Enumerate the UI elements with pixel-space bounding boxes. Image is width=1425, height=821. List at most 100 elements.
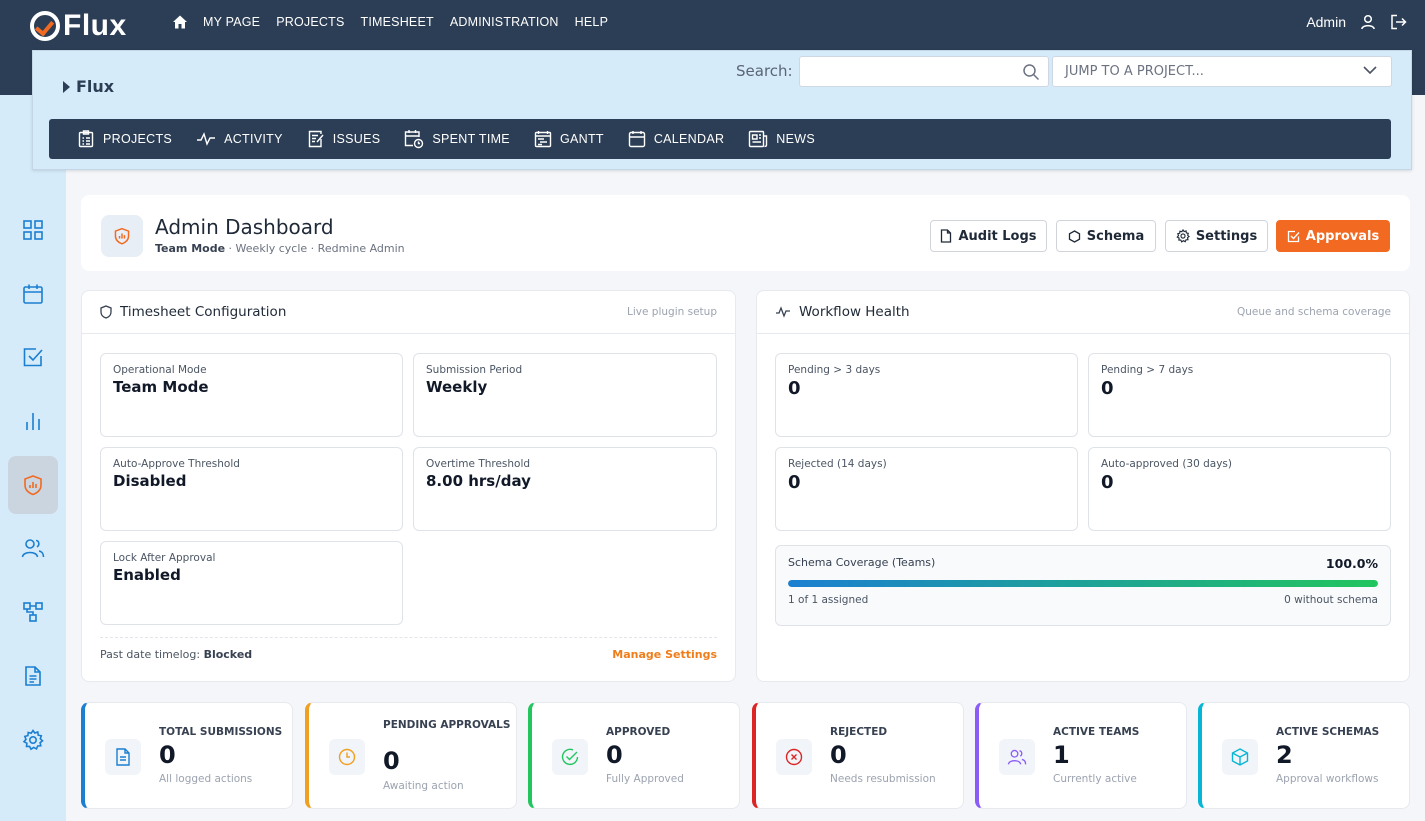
check-circle-icon [561, 748, 579, 766]
stat-value: 0 [830, 741, 847, 769]
nav-administration[interactable]: ADMINISTRATION [449, 15, 559, 29]
chevron-down-icon [1363, 66, 1377, 75]
sidebar-users[interactable] [8, 519, 58, 577]
tile-value: Team Mode [113, 378, 209, 396]
stat-sub: Awaiting action [383, 780, 464, 792]
tile-value: Weekly [426, 378, 488, 396]
config-tile-operational-mode: Operational Mode Team Mode [100, 353, 403, 437]
tab-news-label: NEWS [776, 132, 815, 146]
flux-logo[interactable]: Flux [30, 9, 127, 43]
tile-label: Pending > 7 days [1101, 364, 1194, 376]
search-label: Search: [736, 62, 793, 80]
grid-icon [23, 220, 43, 240]
past-date-timelog: Past date timelog: Blocked [100, 648, 252, 661]
hierarchy-icon [23, 602, 43, 622]
sidebar-documents[interactable] [8, 647, 58, 705]
health-tile-pending-3: Pending > 3 days 0 [775, 353, 1078, 437]
tile-value: 0 [1101, 378, 1114, 399]
stat-icon-box [1222, 739, 1258, 775]
approvals-button[interactable]: Approvals [1276, 220, 1390, 252]
stat-value: 0 [159, 741, 176, 769]
issues-icon [308, 130, 324, 148]
sidebar-tasks[interactable] [8, 328, 58, 386]
manage-settings-link[interactable]: Manage Settings [612, 648, 717, 661]
sidebar-reports[interactable] [8, 392, 58, 450]
config-title: Timesheet Configuration [120, 304, 287, 320]
nav-projects[interactable]: PROJECTS [276, 15, 345, 29]
checkbox-icon [23, 348, 43, 367]
nav-help[interactable]: HELP [574, 15, 609, 29]
sidebar-settings[interactable] [8, 711, 58, 769]
stat-active-schemas[interactable]: ACTIVE SCHEMAS 2 Approval workflows [1198, 702, 1410, 809]
expand-triangle-icon [63, 80, 70, 93]
document-icon [116, 748, 130, 766]
stat-sub: Currently active [1053, 773, 1137, 785]
stat-label: APPROVED [606, 726, 671, 738]
sidebar-calendar[interactable] [8, 265, 58, 323]
project-name: Flux [76, 77, 115, 96]
stat-rejected[interactable]: REJECTED 0 Needs resubmission [752, 702, 964, 809]
coverage-progress-fill [788, 580, 1378, 587]
tab-issues[interactable]: ISSUES [307, 130, 381, 148]
home-icon[interactable] [172, 14, 188, 30]
project-nav: PROJECTS ACTIVITY ISSUES SPENT TIME GANT… [49, 119, 1391, 159]
clipboard-list-icon [78, 130, 94, 148]
checkbox-icon [1287, 230, 1300, 242]
stat-total-submissions[interactable]: TOTAL SUBMISSIONS 0 All logged actions [81, 702, 293, 809]
jump-placeholder: JUMP TO A PROJECT... [1065, 64, 1204, 79]
health-panel-header: Workflow Health Queue and schema coverag… [757, 291, 1409, 334]
tab-activity[interactable]: ACTIVITY [196, 130, 283, 148]
tab-spent-time[interactable]: SPENT TIME [404, 129, 510, 149]
calendar-clock-icon [405, 130, 424, 149]
stat-active-teams[interactable]: ACTIVE TEAMS 1 Currently active [975, 702, 1187, 809]
stat-icon-box [552, 739, 588, 775]
project-title[interactable]: Flux [63, 77, 114, 96]
audit-logs-label: Audit Logs [958, 228, 1037, 244]
jump-to-project-select[interactable]: JUMP TO A PROJECT... [1052, 56, 1392, 87]
shield-chart-icon [114, 227, 130, 245]
nav-my-page[interactable]: MY PAGE [203, 15, 261, 29]
users-icon [1007, 749, 1027, 765]
stat-label: ACTIVE TEAMS [1053, 726, 1140, 738]
tab-spent-time-label: SPENT TIME [432, 132, 510, 146]
coverage-without: 0 without schema [1284, 594, 1378, 606]
stat-approved[interactable]: APPROVED 0 Fully Approved [528, 702, 740, 809]
clock-icon [338, 748, 356, 766]
tile-label: Rejected (14 days) [788, 458, 887, 470]
health-note: Queue and schema coverage [1236, 306, 1391, 318]
stat-icon-box [776, 739, 812, 775]
sidebar-dashboard[interactable] [8, 201, 58, 259]
tab-projects-label: PROJECTS [103, 132, 173, 146]
audit-logs-button[interactable]: Audit Logs [930, 220, 1047, 252]
sidebar-workflow[interactable] [8, 583, 58, 641]
search-input[interactable] [799, 56, 1049, 87]
tile-value: 0 [1101, 472, 1114, 493]
sidebar-admin[interactable] [8, 456, 58, 514]
stat-pending-approvals[interactable]: PENDING APPROVALS 0 Awaiting action [305, 702, 517, 809]
stat-label: TOTAL SUBMISSIONS [159, 726, 283, 738]
user-name[interactable]: Admin [1306, 14, 1346, 30]
user-icon[interactable] [1360, 14, 1376, 30]
nav-timesheet[interactable]: TIMESHEET [360, 15, 434, 29]
stat-value: 0 [383, 747, 400, 775]
stat-value: 2 [1276, 741, 1293, 769]
cube-icon [1231, 748, 1249, 766]
tile-label: Pending > 3 days [788, 364, 881, 376]
tab-gantt[interactable]: GANTT [534, 130, 604, 148]
tile-label: Overtime Threshold [426, 458, 531, 470]
config-panel-header: Timesheet Configuration Live plugin setu… [82, 291, 735, 334]
tab-news[interactable]: NEWS [748, 130, 815, 148]
shield-chart-icon [24, 475, 42, 496]
tab-projects[interactable]: PROJECTS [77, 130, 172, 148]
stat-label: PENDING APPROVALS [383, 719, 511, 731]
settings-button[interactable]: Settings [1165, 220, 1268, 252]
approvals-label: Approvals [1305, 228, 1380, 244]
logout-icon[interactable] [1390, 14, 1407, 30]
tab-calendar[interactable]: CALENDAR [628, 130, 724, 148]
tile-value: 0 [788, 472, 801, 493]
brand-name: Flux [63, 9, 127, 42]
schema-button[interactable]: Schema [1056, 220, 1156, 252]
stat-value: 0 [606, 741, 623, 769]
search-icon[interactable] [1022, 63, 1040, 81]
document-icon [25, 666, 41, 686]
